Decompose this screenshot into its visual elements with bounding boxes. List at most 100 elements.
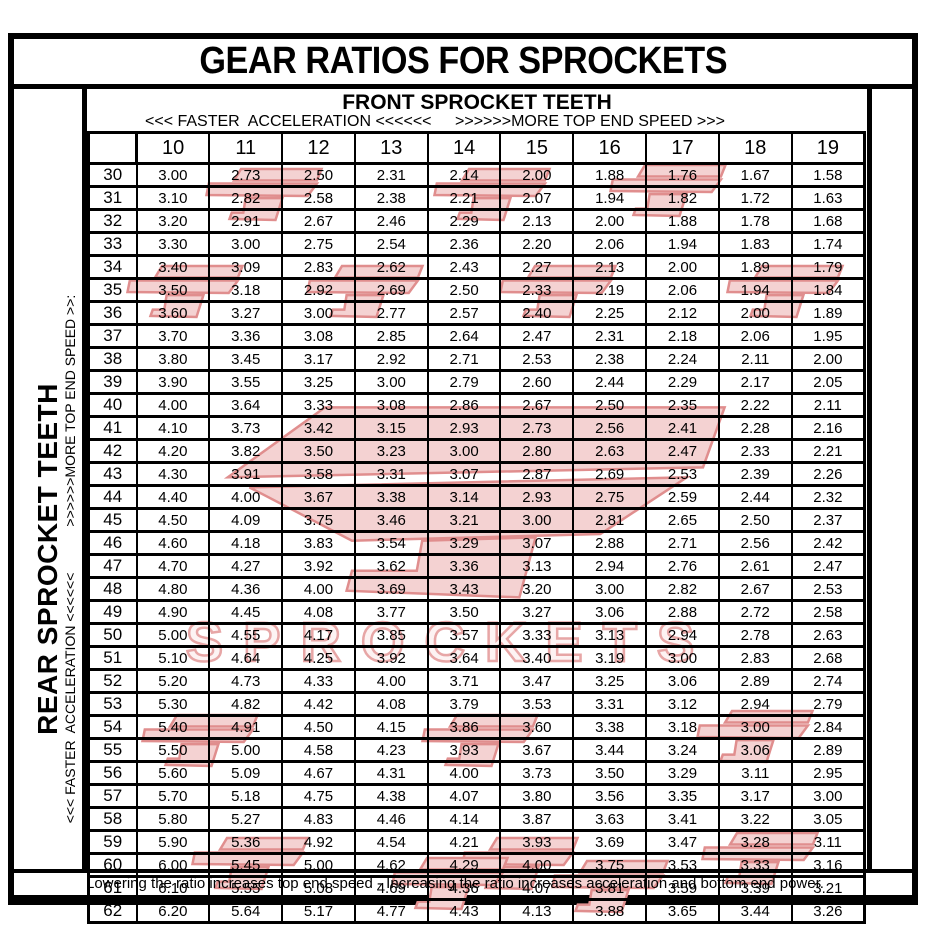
ratio-cell: 2.38 [353, 185, 429, 211]
ratio-cell: 3.20 [499, 576, 575, 602]
front-teeth-header: 15 [499, 131, 575, 165]
rear-teeth-header: 56 [87, 760, 138, 786]
ratio-cell: 3.17 [717, 783, 793, 809]
ratio-cell: 2.94 [717, 691, 793, 717]
ratio-cell: 2.65 [645, 507, 720, 533]
ratio-cell: 2.12 [645, 300, 720, 326]
table-row: 45 4.50 4.09 3.75 3.46 3.21 3.00 2.81 2.65 2.50 2.… [87, 507, 866, 533]
ratio-cell: 3.50 [572, 760, 648, 786]
ratio-cell: 2.19 [572, 277, 648, 303]
ratio-cell: 3.57 [426, 622, 502, 648]
side-faster-acceleration-label: <<< FASTER ACCELERATION <<<<<< [62, 572, 78, 824]
title-band: GEAR RATIOS FOR SPROCKETS [14, 39, 912, 89]
rear-teeth-header: 44 [87, 484, 138, 510]
ratio-cell: 2.14 [426, 162, 502, 188]
ratio-cell: 2.89 [790, 737, 866, 763]
ratio-cell: 4.46 [353, 806, 429, 832]
table-row: 54 5.40 4.91 4.50 4.15 3.86 3.60 3.38 3.18 3.00 2.… [87, 714, 866, 740]
gear-ratio-table: 10 11 12 13 14 15 16 17 18 19 30 3.00 2.73 2.50 2.31 2… [87, 131, 866, 924]
ratio-cell: 2.68 [790, 645, 866, 671]
ratio-cell: 2.47 [499, 323, 575, 349]
front-teeth-header: 19 [790, 131, 866, 165]
ratio-cell: 3.69 [353, 576, 429, 602]
table-row: 49 4.90 4.45 4.08 3.77 3.50 3.27 3.06 2.88 2.72 2.… [87, 599, 866, 625]
ratio-cell: 3.22 [717, 806, 793, 832]
ratio-cell: 4.70 [135, 553, 211, 579]
ratio-cell: 3.83 [281, 530, 356, 556]
ratio-cell: 2.93 [499, 484, 575, 510]
ratio-cell: 2.05 [790, 369, 866, 395]
ratio-cell: 2.13 [499, 208, 575, 234]
ratio-cell: 2.83 [717, 645, 793, 671]
rear-teeth-header: 40 [87, 392, 138, 418]
right-gap [872, 89, 912, 869]
ratio-cell: 2.28 [717, 415, 793, 441]
ratio-cell: 3.45 [208, 346, 284, 372]
ratio-cell: 2.26 [790, 461, 866, 487]
ratio-cell: 3.69 [572, 829, 648, 855]
ratio-cell: 3.14 [426, 484, 502, 510]
rear-teeth-header: 47 [87, 553, 138, 579]
side-direction-labels: <<< FASTER ACCELERATION <<<<<< >>>>>>MOR… [62, 295, 78, 824]
ratio-cell: 2.77 [353, 300, 429, 326]
table-row: 50 5.00 4.55 4.17 3.85 3.57 3.33 3.13 2.94 2.78 2.… [87, 622, 866, 648]
rear-teeth-header: 52 [87, 668, 138, 694]
ratio-cell: 6.20 [135, 898, 211, 924]
ratio-cell: 2.06 [572, 231, 648, 257]
rear-teeth-header: 38 [87, 346, 138, 372]
table-row: 56 5.60 5.09 4.67 4.31 4.00 3.73 3.50 3.29 3.11 2.… [87, 760, 866, 786]
rear-teeth-header: 37 [87, 323, 138, 349]
ratio-cell: 4.60 [135, 530, 211, 556]
rear-teeth-header: 36 [87, 300, 138, 326]
ratio-cell: 3.80 [135, 346, 211, 372]
ratio-cell: 4.83 [281, 806, 356, 832]
ratio-cell: 3.33 [499, 622, 575, 648]
ratio-cell: 3.13 [572, 622, 648, 648]
ratio-cell: 3.65 [645, 898, 720, 924]
corner-cell [87, 131, 138, 165]
ratio-cell: 2.83 [281, 254, 356, 280]
ratio-cell: 1.83 [717, 231, 793, 257]
page-title: GEAR RATIOS FOR SPROCKETS [199, 40, 727, 82]
ratio-cell: 2.94 [572, 553, 648, 579]
ratio-cell: 2.47 [790, 553, 866, 579]
ratio-cell: 2.58 [281, 185, 356, 211]
ratio-cell: 3.00 [572, 576, 648, 602]
ratio-cell: 3.00 [717, 714, 793, 740]
ratio-cell: 2.56 [572, 415, 648, 441]
table-row: 52 5.20 4.73 4.33 4.00 3.71 3.47 3.25 3.06 2.89 2.… [87, 668, 866, 694]
ratio-cell: 1.89 [717, 254, 793, 280]
ratio-cell: 3.62 [353, 553, 429, 579]
ratio-cell: 3.35 [645, 783, 720, 809]
ratio-cell: 1.82 [645, 185, 720, 211]
ratio-cell: 2.16 [790, 415, 866, 441]
ratio-cell: 3.28 [717, 829, 793, 855]
ratio-cell: 3.82 [208, 438, 284, 464]
ratio-cell: 3.05 [790, 806, 866, 832]
ratio-cell: 1.84 [790, 277, 866, 303]
ratio-cell: 2.82 [208, 185, 284, 211]
ratio-cell: 3.93 [499, 829, 575, 855]
ratio-cell: 2.84 [790, 714, 866, 740]
ratio-cell: 1.68 [790, 208, 866, 234]
ratio-cell: 2.88 [572, 530, 648, 556]
rear-teeth-header: 45 [87, 507, 138, 533]
ratio-cell: 5.00 [135, 622, 211, 648]
ratio-cell: 3.85 [353, 622, 429, 648]
ratio-cell: 3.25 [281, 369, 356, 395]
ratio-cell: 2.46 [353, 208, 429, 234]
outer-frame: GEAR RATIOS FOR SPROCKETS [8, 33, 918, 924]
table-row: 32 3.20 2.91 2.67 2.46 2.29 2.13 2.00 1.88 1.78 1.… [87, 208, 866, 234]
ratio-cell: 1.76 [645, 162, 720, 188]
ratio-cell: 3.25 [572, 668, 648, 694]
front-teeth-header: 16 [572, 131, 648, 165]
header-row: 10 11 12 13 14 15 16 17 18 19 [87, 131, 866, 165]
ratio-cell: 4.64 [208, 645, 284, 671]
ratio-cell: 2.88 [645, 599, 720, 625]
ratio-cell: 3.27 [208, 300, 284, 326]
rear-teeth-header: 34 [87, 254, 138, 280]
table-row: 48 4.80 4.36 4.00 3.69 3.43 3.20 3.00 2.82 2.67 2.… [87, 576, 866, 602]
ratio-cell: 3.73 [499, 760, 575, 786]
ratio-cell: 2.63 [572, 438, 648, 464]
ratio-cell: 3.50 [135, 277, 211, 303]
